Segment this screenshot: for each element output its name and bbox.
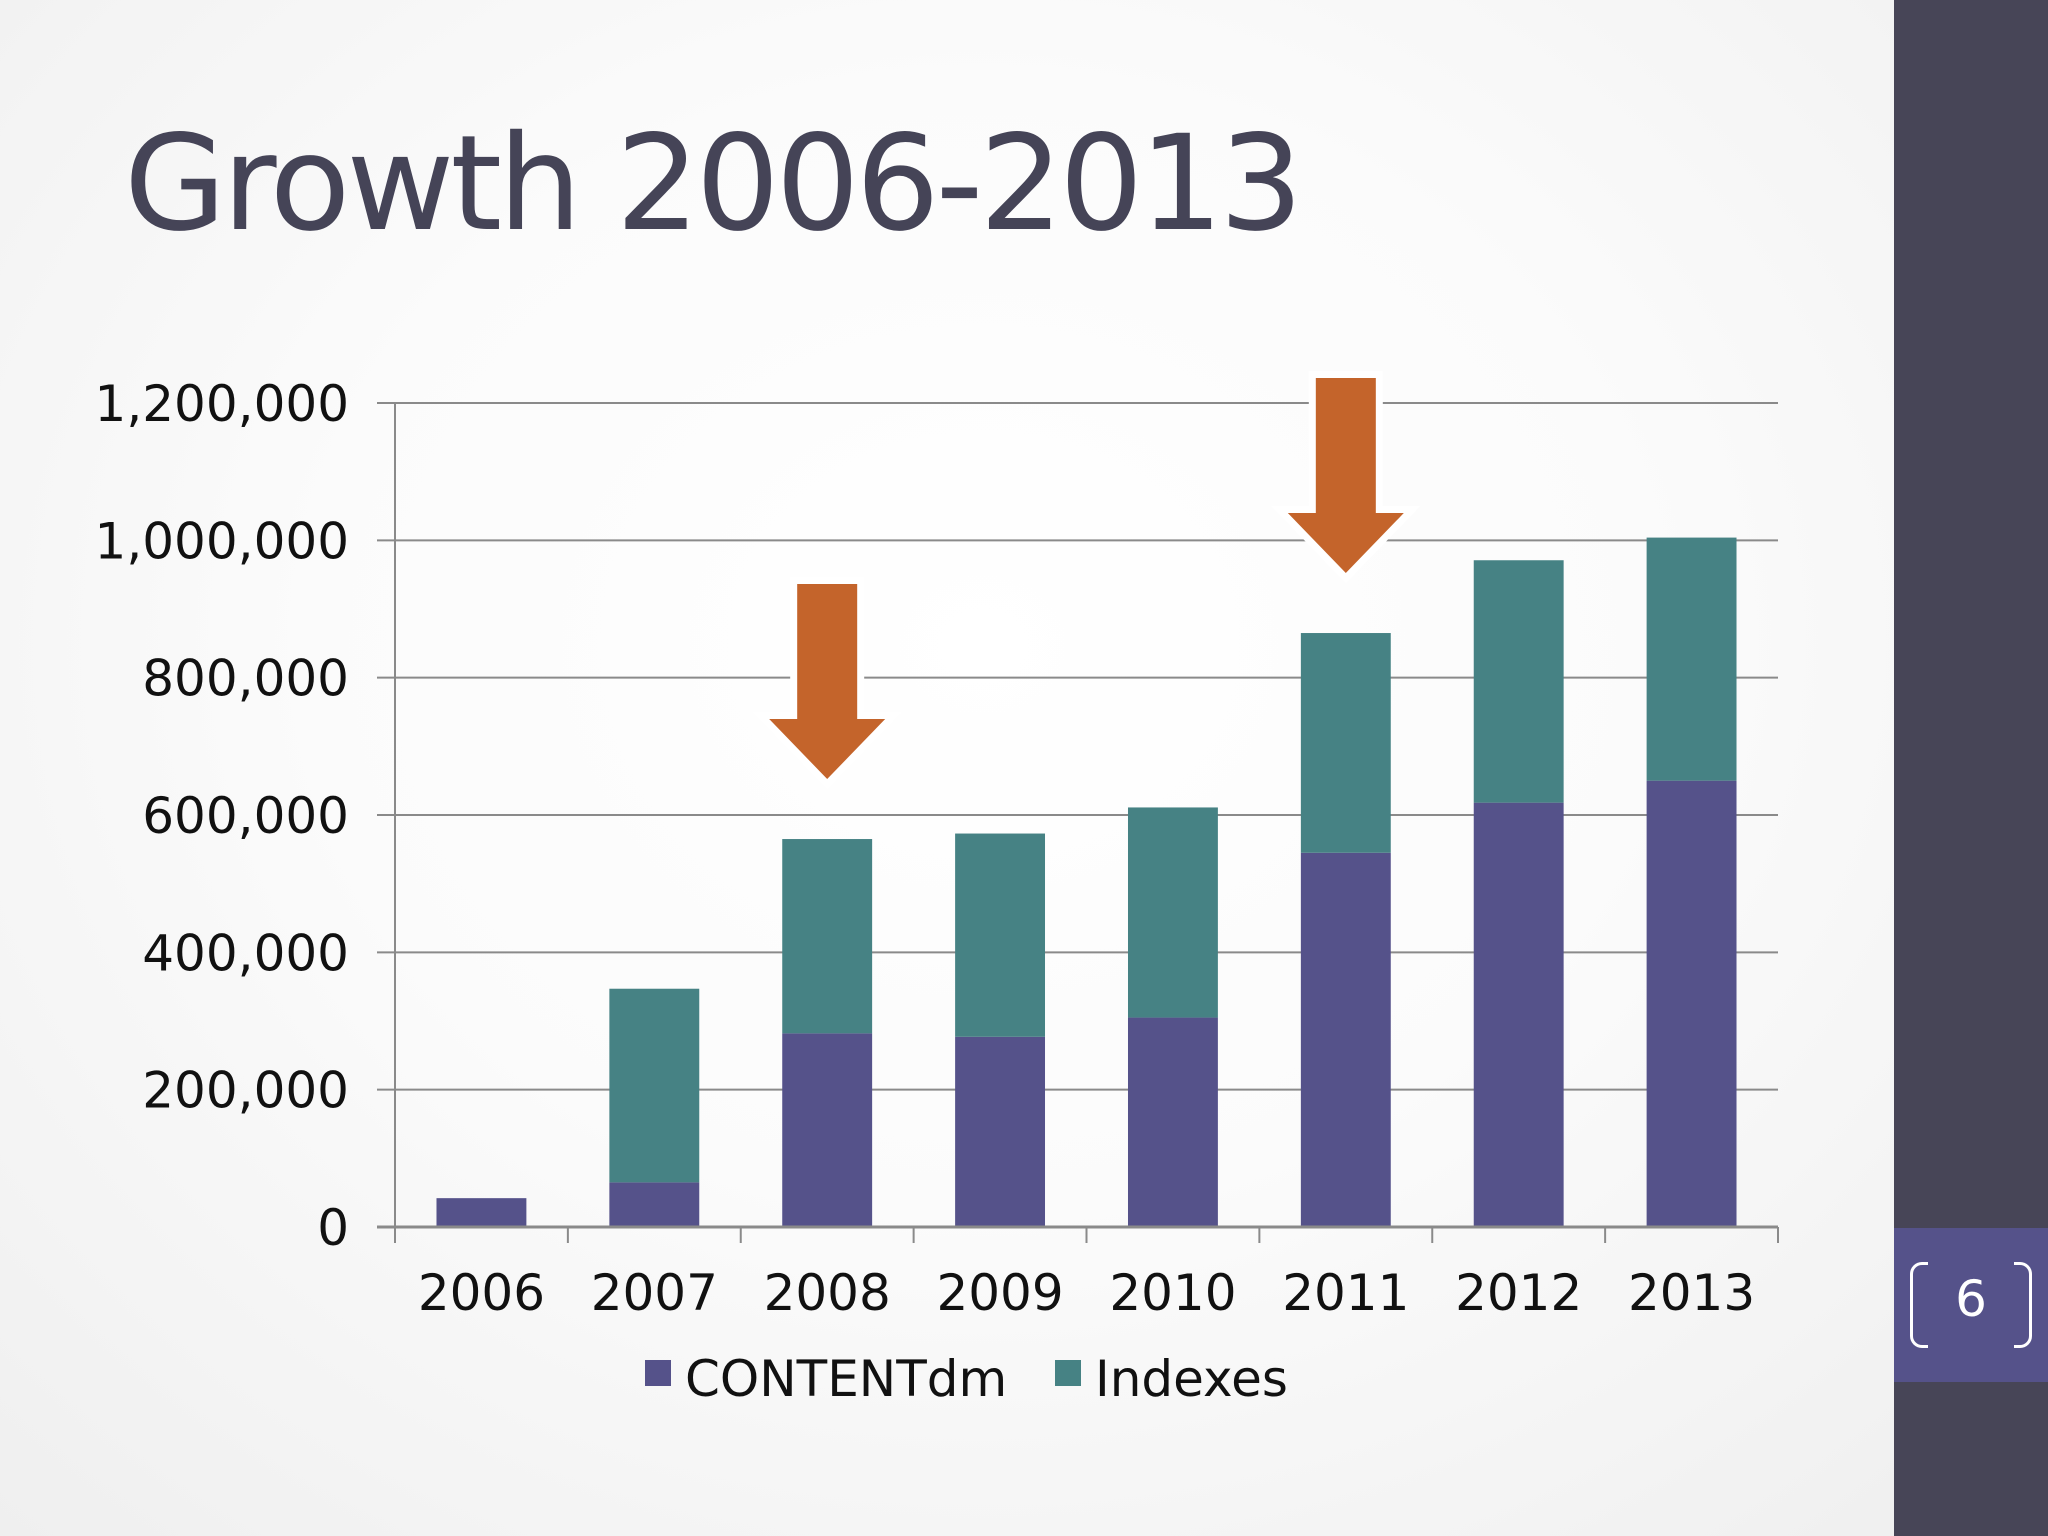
bar-contentdm-2008 [782,1033,873,1227]
y-tick-label: 1,200,000 [95,375,349,433]
y-tick-label: 200,000 [142,1062,349,1120]
x-tick-label: 2013 [1628,1264,1755,1322]
bar-contentdm-2009 [955,1036,1046,1227]
legend-label: CONTENTdm [685,1350,1007,1408]
bar-indexes-2007 [609,988,700,1183]
down-arrow-icon [769,584,886,780]
y-tick-label: 800,000 [142,650,349,708]
stacked-bar-chart: 0 200,000 400,000 600,000 800,000 1,000,000 1,… [94,371,1779,1408]
x-tick-label: 2010 [1109,1264,1236,1322]
x-tick-label: 2008 [764,1264,891,1322]
bar-indexes-2012 [1473,560,1564,803]
legend: CONTENTdm Indexes [645,1350,1288,1408]
bar-indexes-2009 [955,833,1046,1037]
bars [436,537,1737,1227]
x-tick-label: 2007 [591,1264,718,1322]
bar-indexes-2010 [1127,807,1218,1018]
bar-contentdm-2007 [609,1182,700,1227]
page-number: 6 [1955,1270,1987,1328]
gridlines [395,402,1778,1091]
x-tick-label: 2006 [418,1264,545,1322]
axes: 0 200,000 400,000 600,000 800,000 1,000,000 1,… [95,375,1779,1322]
bar-contentdm-2013 [1646,780,1737,1227]
right-bracket-icon [2014,1262,2032,1348]
y-tick-label: 0 [317,1199,349,1257]
legend-swatch-contentdm [645,1360,671,1386]
down-arrow-icon [1287,378,1404,574]
bar-contentdm-2006 [436,1198,527,1227]
annotation-arrows [752,371,1421,790]
y-tick-label: 600,000 [142,787,349,845]
left-bracket-icon [1910,1262,1928,1348]
slide-title: Growth 2006-2013 [124,107,1303,261]
x-tick-label: 2012 [1455,1264,1582,1322]
bar-contentdm-2011 [1300,852,1391,1227]
x-tick-label: 2009 [936,1264,1063,1322]
bar-indexes-2008 [782,839,873,1034]
bar-indexes-2011 [1300,633,1391,853]
x-tick-label: 2011 [1282,1264,1409,1322]
bar-contentdm-2012 [1473,802,1564,1227]
legend-label: Indexes [1095,1350,1288,1408]
bar-contentdm-2010 [1127,1017,1218,1227]
bar-indexes-2013 [1646,537,1737,781]
y-tick-label: 400,000 [142,924,349,982]
page-number-box: 6 [1894,1228,2048,1382]
legend-swatch-indexes [1055,1360,1081,1386]
y-tick-label: 1,000,000 [95,512,349,570]
